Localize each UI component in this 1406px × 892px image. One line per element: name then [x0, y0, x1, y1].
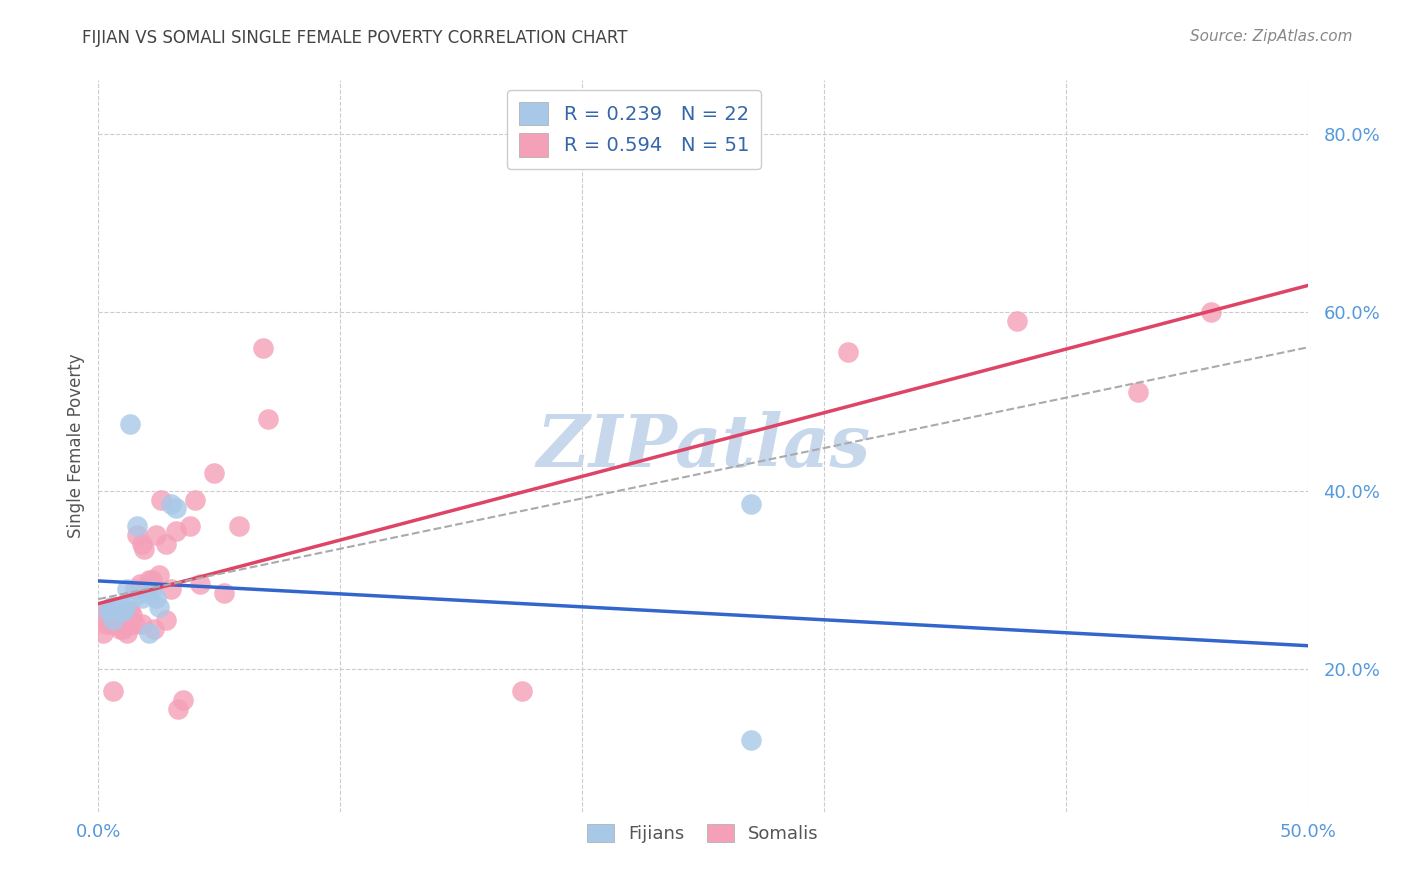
- Point: [100, 617, 122, 632]
- Point: [141, 583, 163, 598]
- Point: [148, 599, 170, 614]
- Point: [117, 582, 139, 596]
- Point: [94, 617, 117, 632]
- Point: [165, 524, 187, 538]
- Point: [114, 601, 136, 615]
- Point: [111, 613, 134, 627]
- Point: [135, 582, 157, 596]
- Point: [100, 608, 122, 623]
- Point: [212, 586, 235, 600]
- Point: [188, 577, 211, 591]
- Point: [179, 519, 201, 533]
- Point: [121, 608, 143, 623]
- Point: [138, 573, 160, 587]
- Point: [111, 604, 134, 618]
- Point: [124, 589, 146, 603]
- Point: [135, 586, 157, 600]
- Point: [107, 601, 129, 615]
- Point: [117, 613, 139, 627]
- Point: [155, 537, 177, 551]
- Point: [143, 622, 166, 636]
- Point: [117, 626, 139, 640]
- Point: [128, 577, 150, 591]
- Text: Source: ZipAtlas.com: Source: ZipAtlas.com: [1189, 29, 1353, 44]
- Point: [91, 626, 114, 640]
- Point: [107, 608, 129, 623]
- Point: [97, 604, 120, 618]
- Point: [165, 501, 187, 516]
- Point: [160, 497, 183, 511]
- Point: [740, 497, 762, 511]
- Point: [184, 492, 207, 507]
- Point: [118, 604, 141, 618]
- Point: [141, 573, 163, 587]
- Point: [148, 568, 170, 582]
- Point: [1007, 314, 1029, 328]
- Point: [118, 617, 141, 632]
- Point: [150, 492, 173, 507]
- Point: [101, 613, 124, 627]
- Legend: Fijians, Somalis: Fijians, Somalis: [581, 816, 825, 850]
- Point: [101, 684, 124, 698]
- Point: [108, 601, 131, 615]
- Point: [252, 341, 274, 355]
- Point: [510, 684, 533, 698]
- Point: [100, 599, 122, 614]
- Text: ZIPatlas: ZIPatlas: [536, 410, 870, 482]
- Point: [111, 622, 134, 636]
- Text: FIJIAN VS SOMALI SINGLE FEMALE POVERTY CORRELATION CHART: FIJIAN VS SOMALI SINGLE FEMALE POVERTY C…: [82, 29, 627, 46]
- Point: [124, 617, 146, 632]
- Point: [256, 412, 278, 426]
- Point: [134, 541, 156, 556]
- Point: [1199, 305, 1222, 319]
- Point: [228, 519, 250, 533]
- Point: [127, 519, 149, 533]
- Point: [167, 702, 190, 716]
- Point: [837, 345, 859, 359]
- Point: [124, 582, 146, 596]
- Point: [108, 622, 131, 636]
- Point: [131, 591, 153, 605]
- Point: [145, 528, 167, 542]
- Point: [127, 528, 149, 542]
- Y-axis label: Single Female Poverty: Single Female Poverty: [66, 354, 84, 538]
- Point: [155, 613, 177, 627]
- Point: [104, 599, 127, 614]
- Point: [97, 604, 120, 618]
- Point: [114, 604, 136, 618]
- Point: [138, 626, 160, 640]
- Point: [1128, 385, 1150, 400]
- Point: [104, 617, 127, 632]
- Point: [204, 466, 226, 480]
- Point: [172, 693, 194, 707]
- Point: [118, 417, 141, 431]
- Point: [131, 537, 153, 551]
- Point: [90, 608, 112, 623]
- Point: [131, 617, 153, 632]
- Point: [740, 733, 762, 747]
- Point: [145, 591, 167, 605]
- Point: [160, 582, 183, 596]
